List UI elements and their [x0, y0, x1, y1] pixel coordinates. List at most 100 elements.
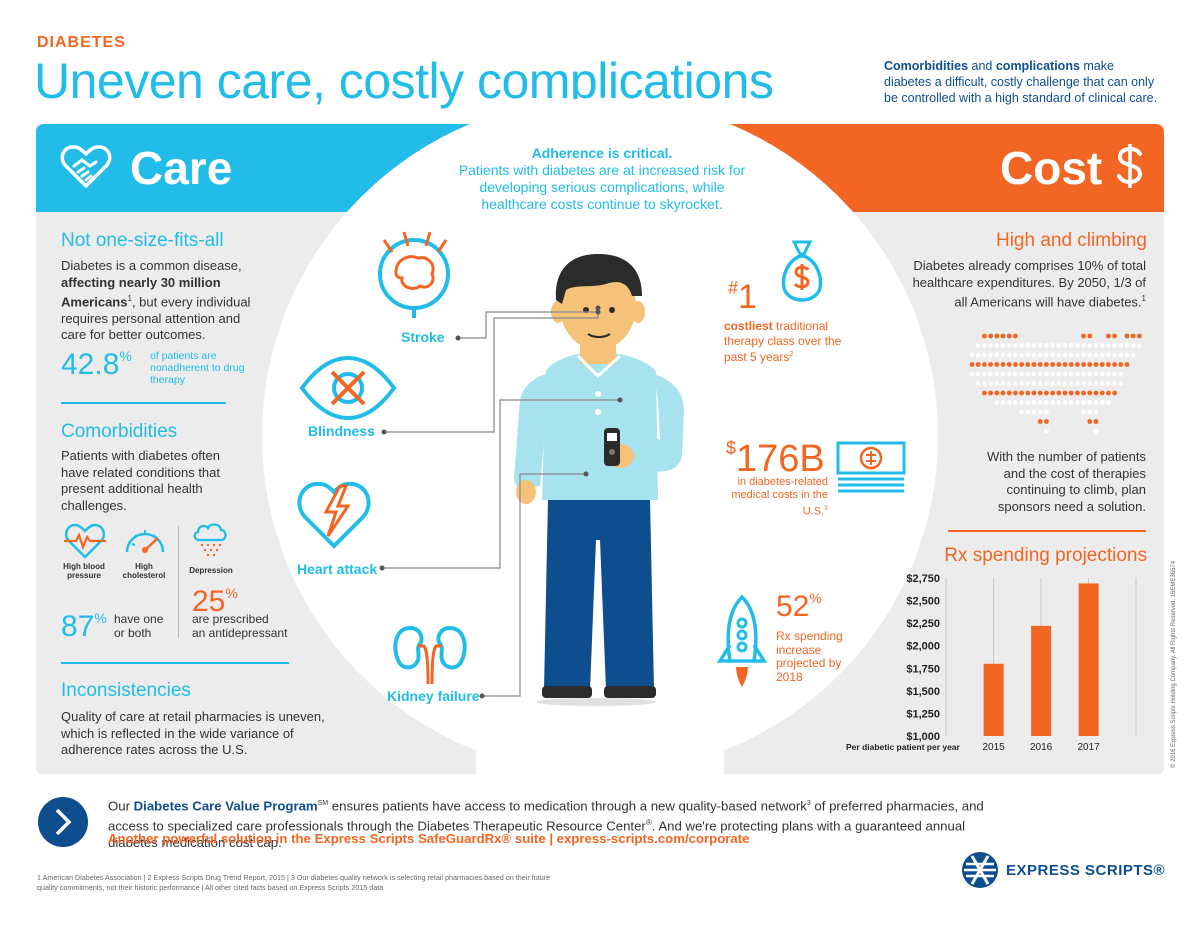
brain-icon: [378, 231, 450, 318]
map-dot: [1031, 381, 1037, 386]
map-dot: [1000, 371, 1006, 377]
express-scripts-logo-icon: [962, 852, 998, 888]
chart-xlabel: Per diabetic patient per year: [846, 742, 961, 752]
medical-costs-value: 176B: [736, 438, 825, 480]
map-dot: [975, 381, 981, 386]
comorbidity-unit: %: [94, 610, 107, 626]
map-dot: [1019, 400, 1024, 405]
antidepressant-stat: 25%: [192, 585, 238, 619]
next-arrow-button[interactable]: [38, 797, 88, 847]
map-dot: [1075, 362, 1080, 367]
map-dot: [994, 362, 1000, 367]
medical-costs-text: in diabetes-related medical costs in the…: [731, 476, 828, 518]
map-dot: [1044, 390, 1049, 396]
chart-ytick-label: $2,750: [906, 573, 940, 585]
notone-footnote: 1: [127, 294, 132, 303]
map-dot: [1087, 333, 1093, 339]
map-dot: [1025, 390, 1031, 396]
chart-bar: [1078, 583, 1099, 736]
map-dot: [1031, 362, 1037, 367]
map-dot: [1013, 362, 1018, 367]
map-dot: [1087, 352, 1093, 358]
map-dot: [1093, 400, 1099, 405]
map-dot: [1037, 400, 1043, 405]
nonadherent-label: of patients are nonadherent to drug ther…: [150, 350, 245, 386]
map-dot: [1087, 343, 1093, 348]
map-dot: [982, 381, 987, 386]
map-dot: [1081, 381, 1086, 386]
adherence-message: Adherence is critical. Patients with diab…: [446, 145, 758, 213]
map-dot: [982, 333, 987, 339]
map-dot: [1124, 343, 1130, 348]
chart-ytick-label: $2,500: [906, 596, 940, 608]
map-dot: [1118, 371, 1124, 377]
map-dot: [1000, 400, 1006, 405]
gauge-icon: [125, 530, 165, 553]
map-dot: [982, 362, 987, 367]
map-dot: [1013, 333, 1018, 339]
map-dot: [1056, 371, 1062, 377]
safeguard-link[interactable]: Another powerful solution in the Express…: [108, 831, 750, 846]
map-dot: [1056, 343, 1062, 348]
cash-icon: [836, 441, 906, 493]
map-dot: [1050, 352, 1055, 358]
map-dot: [1031, 400, 1037, 405]
map-dot: [1044, 400, 1049, 405]
map-dot: [1112, 352, 1117, 358]
map-dot: [1087, 419, 1093, 424]
map-dot: [1118, 343, 1124, 348]
costliest-bold: costliest: [724, 319, 773, 333]
map-dot: [1050, 343, 1055, 348]
map-dot: [1093, 428, 1099, 434]
map-dot: [988, 362, 993, 367]
map-dot: [994, 371, 1000, 377]
program-text-3: of preferred pharmacies, and access to s…: [108, 798, 984, 834]
chart-ytick-label: $1,250: [906, 708, 940, 720]
blindness-label: Blindness: [308, 423, 375, 439]
map-dot: [1019, 381, 1024, 386]
map-dot: [975, 352, 981, 358]
map-dot: [975, 343, 981, 348]
map-dot: [1130, 352, 1136, 358]
map-dot: [1031, 352, 1037, 358]
map-dot: [1093, 362, 1099, 367]
map-dot: [994, 343, 1000, 348]
medical-costs-label: in diabetes-related medical costs in the…: [710, 476, 828, 519]
map-dot: [1106, 352, 1111, 358]
chart-xtick-label: 2016: [1030, 742, 1053, 753]
map-dot: [1075, 390, 1080, 396]
map-dot: [1025, 343, 1031, 348]
notone-text-1: Diabetes is a common disease,: [61, 258, 242, 273]
map-dot: [1081, 409, 1086, 415]
map-dot: [1013, 371, 1018, 377]
map-dot: [969, 352, 975, 358]
map-dot: [1081, 333, 1086, 339]
map-dot: [1062, 343, 1068, 348]
map-dot: [1056, 381, 1062, 386]
map-dot: [1106, 400, 1111, 405]
map-dot: [1068, 381, 1074, 386]
map-dot: [988, 390, 993, 396]
map-dot: [1025, 381, 1031, 386]
map-dot: [1106, 381, 1111, 386]
high-climbing-text: Diabetes already comprises 10% of total …: [904, 258, 1146, 311]
map-dot: [1068, 343, 1074, 348]
map-dot: [994, 381, 1000, 386]
map-dot: [1037, 352, 1043, 358]
map-dot: [1062, 381, 1068, 386]
map-dot: [982, 390, 987, 396]
divider: [948, 530, 1146, 532]
map-dot: [1037, 362, 1043, 367]
map-dot: [1050, 400, 1055, 405]
map-dot: [1093, 390, 1099, 396]
map-dot: [1068, 362, 1074, 367]
map-dot: [1019, 362, 1024, 367]
stroke-label: Stroke: [401, 329, 445, 345]
map-dot: [1037, 381, 1043, 386]
map-dot: [1112, 381, 1117, 386]
map-dot: [1013, 343, 1018, 348]
map-dot: [1056, 390, 1062, 396]
adherence-text: Patients with diabetes are at increased …: [458, 162, 746, 212]
map-dot: [1075, 381, 1080, 386]
map-dot: [1068, 390, 1074, 396]
